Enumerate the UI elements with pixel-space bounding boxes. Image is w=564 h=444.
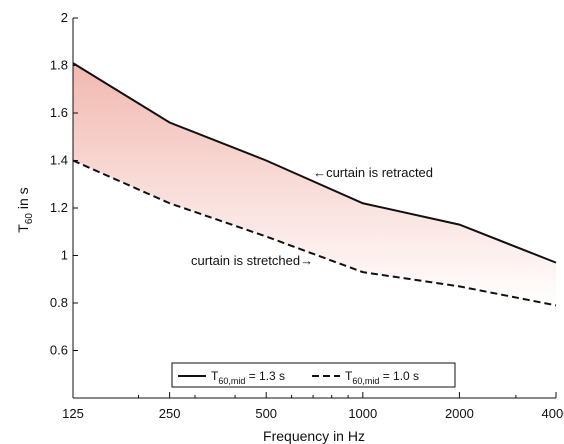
legend-box: [171, 362, 456, 388]
series-line-dashed: [72, 159, 557, 307]
x-tick-label: 4000: [542, 406, 564, 421]
x-tick-label: 500: [255, 406, 277, 421]
y-tick-label: 2: [61, 10, 68, 25]
x-tick-label: 2000: [445, 406, 474, 421]
legend-dashed-sub: 60,mid: [352, 376, 379, 386]
annotation-retracted: ←curtain is retracted: [313, 165, 433, 180]
y-tick-label: 0.8: [50, 295, 68, 310]
y-axis-label-suffix: in s: [15, 187, 31, 213]
legend-solid-sub: 60,mid: [218, 376, 245, 386]
x-tick-label: 125: [62, 406, 84, 421]
legend-solid-main: T: [211, 369, 219, 383]
y-tick-label: 1.2: [50, 200, 68, 215]
legend-solid-suffix: = 1.3 s: [245, 369, 285, 383]
shaded-band: [73, 63, 556, 306]
y-axis-label: T60 in s: [15, 187, 35, 232]
legend-label-solid: T60,mid = 1.3 s: [211, 369, 285, 386]
x-tick-label: 250: [159, 406, 181, 421]
y-tick-label: 1.8: [50, 58, 68, 73]
legend: T60,mid = 1.3 s T60,mid = 1.0 s: [171, 362, 456, 388]
y-tick-label: 0.6: [50, 343, 68, 358]
y-tick-label: 1: [61, 248, 68, 263]
y-tick-label: 1.4: [50, 153, 68, 168]
annotation-stretched: curtain is stretched→: [191, 253, 313, 268]
x-tick-label: 1000: [348, 406, 377, 421]
legend-dashed-main: T: [345, 369, 353, 383]
legend-label-dashed: T60,mid = 1.0 s: [345, 369, 419, 386]
legend-dashed-suffix: = 1.0 s: [379, 369, 419, 383]
x-axis-label: Frequency in Hz: [263, 428, 365, 444]
y-axis-label-main: T: [15, 224, 31, 233]
y-axis-label-sub: 60: [24, 213, 35, 225]
y-tick-label: 1.6: [50, 105, 68, 120]
series-line-solid: [72, 62, 557, 264]
